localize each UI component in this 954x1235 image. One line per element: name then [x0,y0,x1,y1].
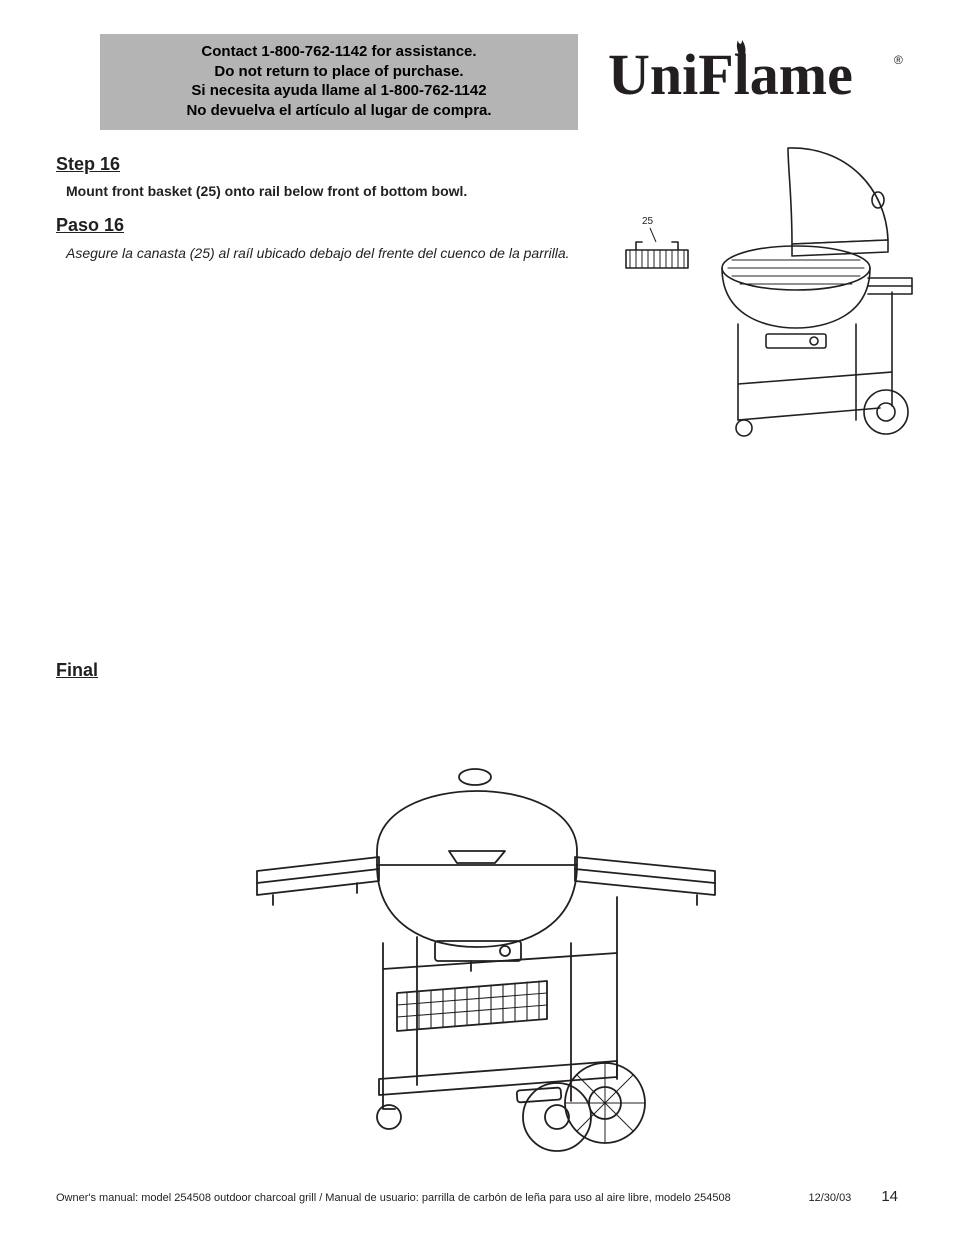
final-block: Final [56,660,898,1161]
uniflame-logo-icon: UniFlame ® [608,34,904,112]
brand-wordmark: UniFlame [608,42,853,107]
step-16-figure: 25 [616,128,916,440]
grill-assembled-diagram-icon [217,701,737,1161]
final-title: Final [56,660,898,681]
header-row: Contact 1-800-762-1142 for assistance. D… [56,34,898,130]
step-16-text-en: Mount front basket (25) onto rail below … [66,183,616,199]
step-16-title-en: Step 16 [56,154,616,175]
footer-date: 12/30/03 [808,1192,851,1204]
brand-logo: UniFlame ® [608,34,904,117]
contact-line-2: Do not return to place of purchase. [124,62,554,82]
callout-25-label: 25 [642,216,654,227]
final-figure [56,701,898,1161]
contact-line-4: No devuelva el artículo al lugar de comp… [124,101,554,121]
contact-line-3: Si necesita ayuda llame al 1-800-762-114… [124,81,554,101]
page-footer: Owner's manual: model 254508 outdoor cha… [56,1188,898,1205]
step-16-copy: Step 16 Mount front basket (25) onto rai… [56,130,616,263]
step-16-row: Step 16 Mount front basket (25) onto rai… [56,130,898,440]
manual-page: Contact 1-800-762-1142 for assistance. D… [0,0,954,1235]
step-16-text-es: Asegure la canasta (25) al raíl ubicado … [66,244,616,263]
grill-open-diagram-icon: 25 [616,128,916,440]
footer-page-number: 14 [881,1188,898,1205]
contact-box: Contact 1-800-762-1142 for assistance. D… [100,34,578,130]
step-16-title-es: Paso 16 [56,215,616,236]
registered-mark: ® [894,53,903,67]
contact-line-1: Contact 1-800-762-1142 for assistance. [124,42,554,62]
footer-text: Owner's manual: model 254508 outdoor cha… [56,1192,778,1204]
